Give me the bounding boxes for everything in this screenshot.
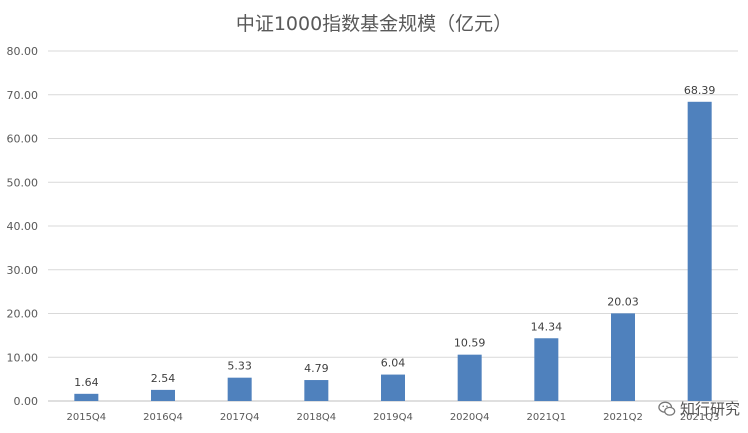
x-tick-label: 2020Q4 [450, 412, 490, 423]
bar [381, 374, 405, 401]
chart-title: 中证1000指数基金规模（亿元） [236, 13, 512, 35]
data-label: 5.33 [227, 360, 252, 373]
x-tick-label: 2021Q1 [526, 412, 566, 423]
watermark: 知行研究 [658, 398, 740, 419]
y-tick-label: 60.00 [7, 133, 39, 146]
y-axis-ticks: 0.00 10.00 20.00 30.00 40.00 50.00 60.00 70.00 8… [7, 45, 39, 408]
bar [227, 377, 252, 401]
bar [74, 393, 99, 401]
bar [304, 380, 329, 401]
bar [687, 101, 712, 401]
bars [74, 101, 712, 401]
data-labels: 1.64 2.54 5.33 4.79 6.04 10.59 14.34 20.03 68.39 [74, 84, 715, 389]
x-tick-label: 2015Q4 [66, 412, 106, 423]
data-label: 1.64 [74, 376, 99, 389]
y-tick-label: 10.00 [7, 351, 39, 364]
y-tick-label: 30.00 [7, 264, 39, 277]
x-tick-label: 2021Q2 [603, 412, 643, 423]
y-tick-label: 50.00 [7, 176, 39, 189]
x-tick-label: 2021Q3 [680, 412, 720, 423]
bar [611, 313, 635, 401]
data-label: 68.39 [684, 84, 716, 97]
y-tick-label: 40.00 [7, 220, 39, 233]
bar [457, 354, 482, 401]
x-tick-label: 2019Q4 [373, 412, 413, 423]
data-label: 2.54 [151, 372, 176, 385]
data-label: 14.34 [531, 320, 563, 333]
x-axis-ticks: 2015Q4 2016Q4 2017Q4 2018Q4 2019Q4 2020Q4 2021… [66, 412, 719, 423]
y-tick-label: 70.00 [7, 89, 39, 102]
data-label: 6.04 [381, 357, 406, 370]
x-tick-label: 2016Q4 [143, 412, 183, 423]
bar [534, 338, 559, 401]
x-tick-label: 2017Q4 [220, 412, 260, 423]
data-label: 10.59 [454, 337, 486, 350]
watermark-text: 知行研究 [679, 400, 740, 418]
data-label: 20.03 [607, 295, 639, 308]
y-tick-label: 80.00 [7, 45, 39, 58]
wechat-icon [658, 401, 676, 416]
gridlines [48, 50, 738, 402]
data-label: 4.79 [304, 362, 329, 375]
y-tick-label: 20.00 [7, 308, 39, 321]
y-tick-label: 0.00 [14, 395, 39, 408]
x-tick-label: 2018Q4 [296, 412, 336, 423]
bar [151, 389, 175, 401]
